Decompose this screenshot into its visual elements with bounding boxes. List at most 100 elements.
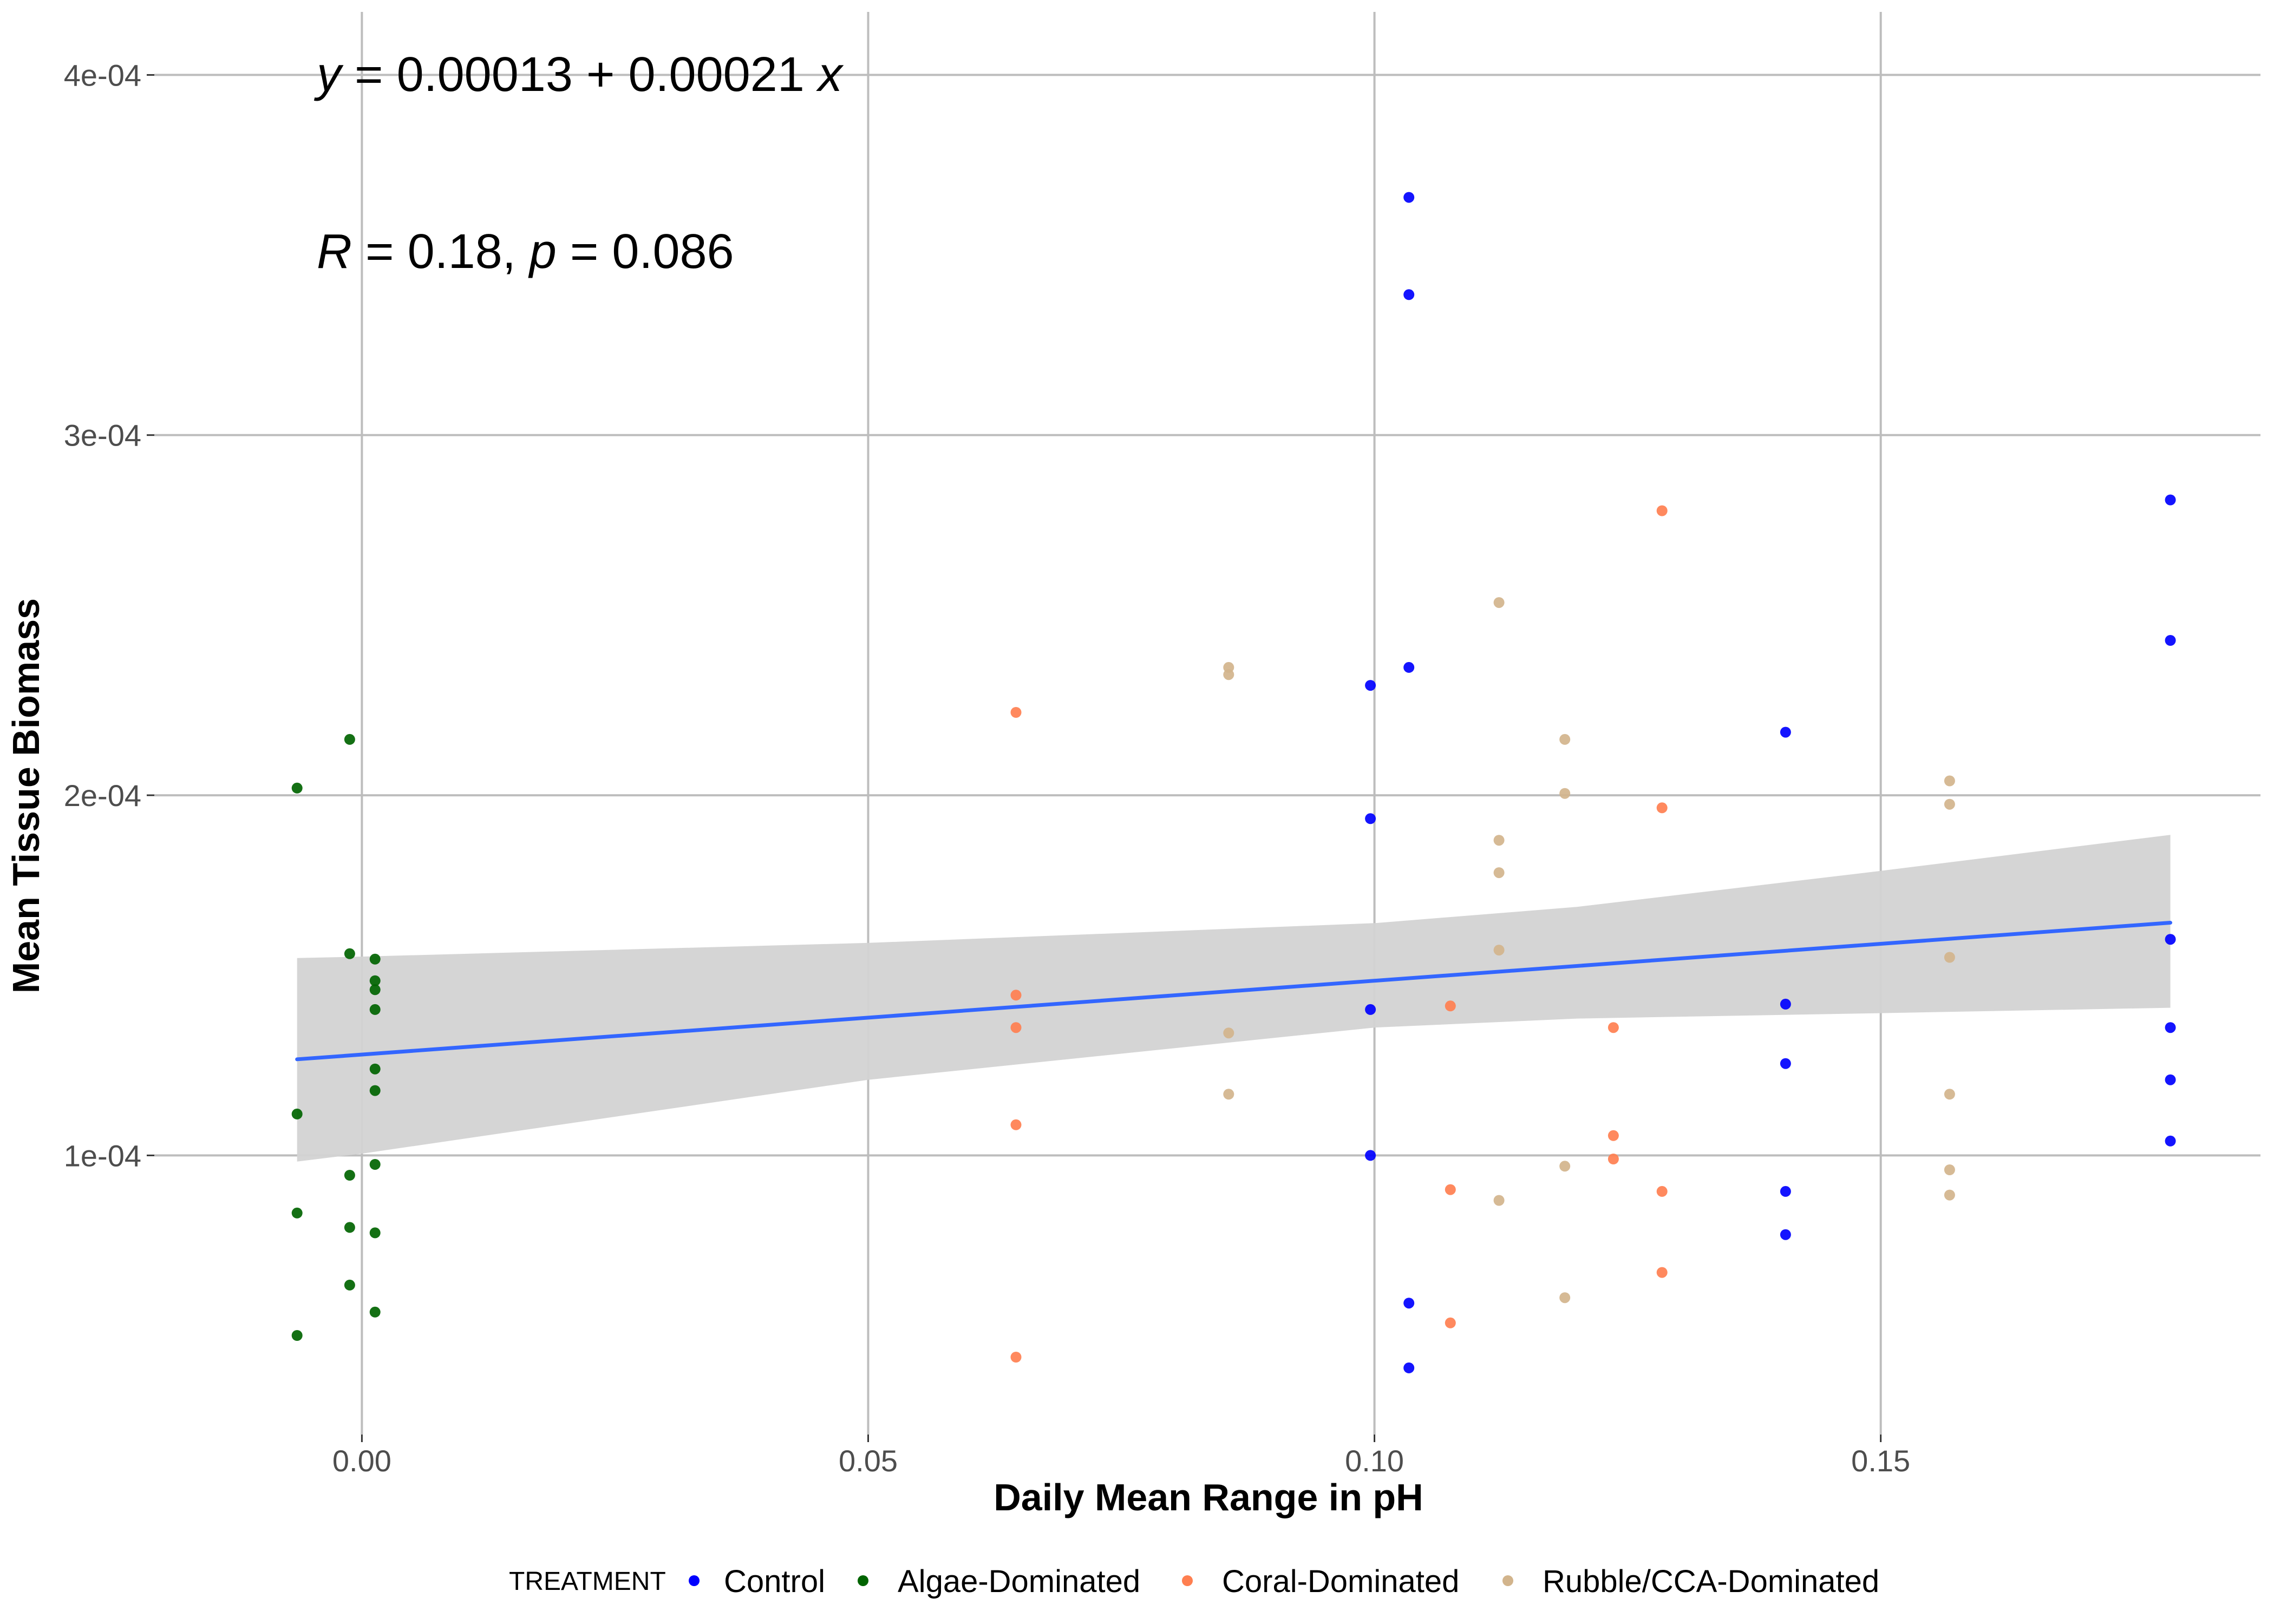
equation-x-symbol: x (816, 48, 844, 102)
data-point-rubble-cca-dominated (1493, 835, 1505, 846)
data-point-coral-dominated (1608, 1130, 1619, 1141)
equation-annotation: y = 0.00013 + 0.00021 x (313, 48, 844, 102)
data-point-control (1403, 662, 1415, 673)
data-point-coral-dominated (1010, 707, 1022, 718)
data-point-control (1365, 1150, 1376, 1161)
legend-key-algae-dominated (858, 1575, 868, 1586)
data-point-algae-dominated (369, 1063, 381, 1075)
stats-annotation: R = 0.18, p = 0.086 (317, 225, 734, 279)
data-point-control (1780, 1186, 1791, 1197)
data-point-rubble-cca-dominated (1944, 1164, 1955, 1175)
data-point-rubble-cca-dominated (1944, 952, 1955, 963)
data-point-coral-dominated (1608, 1022, 1619, 1033)
x-axis-title: Daily Mean Range in pH (994, 1476, 1423, 1518)
data-point-control (1403, 1362, 1415, 1373)
regression-line-group (295, 920, 2173, 1062)
legend-label-rubble-cca-dominated: Rubble/CCA-Dominated (1543, 1564, 1879, 1599)
data-point-rubble-cca-dominated (1493, 867, 1505, 879)
data-point-coral-dominated (1445, 1184, 1456, 1195)
grid-lines (154, 12, 2260, 1435)
data-point-control (2165, 635, 2176, 646)
legend-label-control: Control (724, 1564, 825, 1599)
data-point-algae-dominated (344, 1279, 355, 1291)
y-tick-label: 3e-04 (64, 418, 141, 453)
data-point-control (1403, 289, 1415, 300)
data-point-control (2165, 1135, 2176, 1147)
data-point-rubble-cca-dominated (1944, 1189, 1955, 1201)
data-point-algae-dominated (369, 1004, 381, 1015)
data-point-algae-dominated (291, 1207, 303, 1219)
data-point-coral-dominated (1656, 1267, 1668, 1278)
data-point-control (2165, 1022, 2176, 1033)
regression-line (295, 920, 2173, 1062)
data-point-rubble-cca-dominated (1559, 1292, 1571, 1304)
data-point-rubble-cca-dominated (1493, 1195, 1505, 1206)
data-point-rubble-cca-dominated (1944, 798, 1955, 810)
data-point-rubble-cca-dominated (1559, 1161, 1571, 1172)
x-tick-label: 0.05 (839, 1444, 898, 1478)
data-point-coral-dominated (1445, 1000, 1456, 1012)
data-point-algae-dominated (369, 953, 381, 965)
y-tick-label: 1e-04 (64, 1138, 141, 1173)
data-points-group (291, 192, 2176, 1373)
legend-key-control (689, 1575, 700, 1586)
data-point-coral-dominated (1608, 1154, 1619, 1164)
data-point-coral-dominated (1656, 802, 1668, 814)
legend-label-coral-dominated: Coral-Dominated (1222, 1564, 1459, 1599)
data-point-control (1365, 680, 1376, 691)
data-point-rubble-cca-dominated (1944, 775, 1955, 787)
data-point-algae-dominated (344, 1170, 355, 1181)
data-point-algae-dominated (369, 984, 381, 996)
y-axis-title: Mean Tissue Biomass (5, 598, 47, 993)
data-point-control (2165, 494, 2176, 506)
data-point-coral-dominated (1010, 1119, 1022, 1130)
data-point-algae-dominated (291, 1330, 303, 1341)
stats-p-symbol: p (528, 225, 557, 279)
data-point-algae-dominated (369, 1085, 381, 1096)
legend-label-algae-dominated: Algae-Dominated (898, 1564, 1140, 1599)
data-point-algae-dominated (344, 1222, 355, 1233)
y-tick-label: 4e-04 (64, 58, 141, 92)
data-point-control (2165, 934, 2176, 945)
x-tick-label: 0.15 (1851, 1444, 1910, 1478)
x-tick-label: 0.00 (332, 1444, 391, 1478)
confidence-band (297, 835, 2171, 1162)
data-point-coral-dominated (1010, 1352, 1022, 1363)
data-point-rubble-cca-dominated (1559, 788, 1571, 799)
data-point-control (1365, 1004, 1376, 1015)
legend: TREATMENT Control Algae-Dominated Coral-… (509, 1564, 1879, 1599)
axis-ticks-group: 0.00 0.05 0.10 0.15 1e-04 2e-04 3e-04 4e-04 (64, 58, 1910, 1478)
data-point-control (1780, 1058, 1791, 1069)
data-point-coral-dominated (1010, 1022, 1022, 1033)
data-point-rubble-cca-dominated (1223, 669, 1234, 680)
data-point-control (1365, 813, 1376, 824)
data-point-algae-dominated (291, 782, 303, 794)
legend-key-coral-dominated (1182, 1575, 1193, 1586)
data-point-algae-dominated (369, 1306, 381, 1318)
equation-y-symbol: y (313, 48, 344, 102)
stats-p-value: = 0.086 (557, 225, 734, 279)
stats-r-symbol: R (317, 225, 352, 279)
data-point-control (1780, 998, 1791, 1010)
data-point-algae-dominated (291, 1108, 303, 1119)
data-point-control (1780, 726, 1791, 738)
data-point-control (1403, 1298, 1415, 1309)
data-point-coral-dominated (1656, 505, 1668, 516)
data-point-control (2165, 1074, 2176, 1085)
data-point-control (1780, 1229, 1791, 1240)
x-tick-label: 0.10 (1345, 1444, 1404, 1478)
data-point-coral-dominated (1656, 1186, 1668, 1197)
data-point-rubble-cca-dominated (1944, 1089, 1955, 1100)
data-point-algae-dominated (344, 948, 355, 959)
data-point-rubble-cca-dominated (1223, 1027, 1234, 1039)
data-point-coral-dominated (1010, 990, 1022, 1001)
y-tick-label: 2e-04 (64, 778, 141, 813)
data-point-algae-dominated (344, 734, 355, 745)
confidence-band-group (297, 835, 2171, 1162)
equation-body: = 0.00013 + 0.00021 (341, 48, 818, 102)
stats-r-value: = 0.18, (352, 225, 530, 279)
legend-title: TREATMENT (509, 1567, 666, 1596)
data-point-rubble-cca-dominated (1493, 945, 1505, 956)
data-point-algae-dominated (369, 1159, 381, 1170)
